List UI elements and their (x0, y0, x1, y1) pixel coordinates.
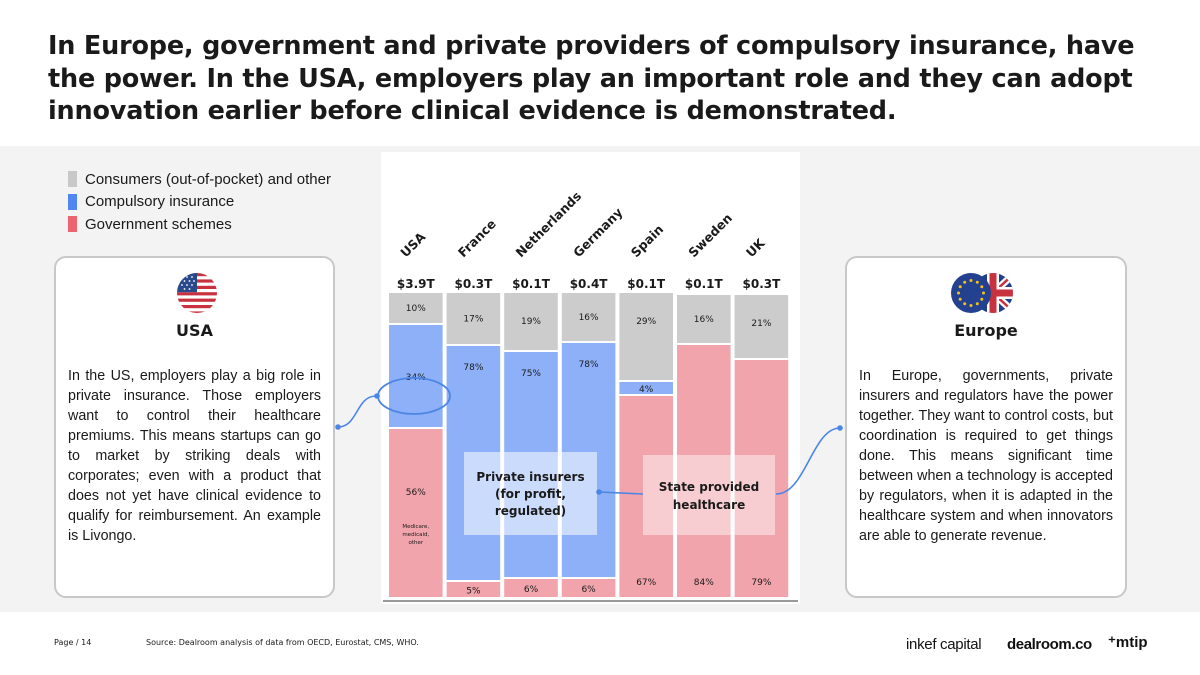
legend-item-government: Government schemes (68, 213, 331, 236)
bar-usa-consumers (389, 293, 443, 323)
usa-government-note-line: other (408, 540, 423, 546)
bar-germany-government (561, 579, 616, 597)
legend-label: Government schemes (85, 215, 232, 233)
usa-card-text: In the US, employers play a big role in … (68, 368, 321, 544)
usa-connector-line (337, 395, 377, 428)
bar-uk-consumers (734, 295, 789, 358)
eu-uk-flag-icon (951, 273, 1013, 313)
connector-dot (837, 425, 843, 431)
total-label-usa: $3.9T (397, 277, 436, 291)
annotation-connector-line (598, 491, 644, 495)
bar-france-government (446, 582, 501, 597)
data-label-france-compulsory: 78% (463, 363, 483, 373)
private-insurers-label: regulated) (495, 504, 566, 518)
data-label-usa-consumers: 10% (406, 304, 426, 314)
bar-france-consumers (446, 293, 501, 344)
usa-government-note-line: Medicare, (402, 524, 429, 530)
usa-card-title: USA (176, 321, 213, 340)
usa-government-note-line: medicaid, (402, 532, 429, 538)
bar-usa-compulsory (389, 325, 443, 427)
bar-spain-consumers (619, 293, 673, 380)
legend-item-consumers: Consumers (out-of-pocket) and other (68, 168, 331, 191)
data-label-germany-government: 6% (581, 585, 596, 595)
private-insurers-label: Private insurers (476, 470, 584, 484)
europe-card: Europe In Europe, governments, private i… (845, 256, 1127, 598)
connector-dot (374, 393, 380, 399)
data-label-usa-government: 56% (406, 488, 426, 498)
connector-dot (596, 489, 602, 495)
private-insurers-box (464, 452, 597, 535)
data-label-netherlands-compulsory: 75% (521, 369, 541, 379)
bar-spain-compulsory (619, 382, 673, 394)
data-label-france-government: 5% (466, 587, 481, 597)
legend-swatch-consumers (68, 171, 77, 188)
legend-item-compulsory: Compulsory insurance (68, 191, 331, 214)
data-label-uk-government: 79% (751, 578, 771, 588)
source-note: Source: Dealroom analysis of data from O… (146, 638, 419, 647)
usa-card: USA In the US, employers play a big role… (54, 256, 335, 598)
data-label-uk-consumers: 21% (751, 319, 771, 329)
legend-label: Compulsory insurance (85, 193, 235, 211)
data-label-netherlands-government: 6% (524, 585, 539, 595)
total-label-germany: $0.4T (570, 277, 609, 291)
data-label-spain-consumers: 29% (636, 317, 656, 327)
bar-germany-consumers (561, 293, 616, 341)
data-label-france-consumers: 17% (463, 315, 483, 325)
state-healthcare-label: State provided (659, 480, 760, 494)
bar-netherlands-government (504, 579, 558, 597)
legend-swatch-compulsory (68, 193, 77, 210)
bar-uk-government (734, 360, 789, 597)
connector-dot (335, 424, 341, 430)
total-label-sweden: $0.1T (685, 277, 724, 291)
data-label-germany-compulsory: 78% (579, 360, 599, 370)
bar-sweden-government (677, 345, 731, 597)
legend-label: Consumers (out-of-pocket) and other (85, 170, 331, 188)
inkef-capital-logo: inkef capital (906, 636, 982, 653)
bar-netherlands-consumers (504, 293, 558, 350)
europe-card-text: In Europe, governments, private insurers… (859, 368, 1113, 544)
legend-swatch-government (68, 216, 77, 233)
bar-sweden-consumers (677, 295, 731, 343)
bar-spain-government (619, 396, 673, 597)
state-healthcare-box (643, 455, 775, 535)
mtip-logo: ⁺mtip (1108, 634, 1148, 651)
data-label-sweden-consumers: 16% (694, 315, 714, 325)
dealroom-logo: dealroom.co (1007, 636, 1092, 653)
page-title: In Europe, government and private provid… (48, 31, 1135, 126)
page-number: Page / 14 (54, 638, 92, 647)
data-label-sweden-government: 84% (694, 578, 714, 588)
europe-card-title: Europe (954, 321, 1018, 340)
data-label-spain-compulsory: 4% (639, 385, 654, 395)
total-label-france: $0.3T (455, 277, 494, 291)
total-label-spain: $0.1T (627, 277, 666, 291)
data-label-netherlands-consumers: 19% (521, 317, 541, 327)
data-label-germany-consumers: 16% (579, 313, 599, 323)
private-insurers-label: (for profit, (495, 487, 566, 501)
bar-usa-government (389, 429, 443, 597)
europe-connector-line (775, 427, 841, 495)
total-label-netherlands: $0.1T (512, 277, 551, 291)
total-label-uk: $0.3T (743, 277, 782, 291)
us-flag-icon (177, 273, 217, 313)
chart-legend: Consumers (out-of-pocket) and other Comp… (68, 168, 331, 236)
state-healthcare-label: healthcare (673, 498, 745, 512)
data-label-spain-government: 67% (636, 578, 656, 588)
